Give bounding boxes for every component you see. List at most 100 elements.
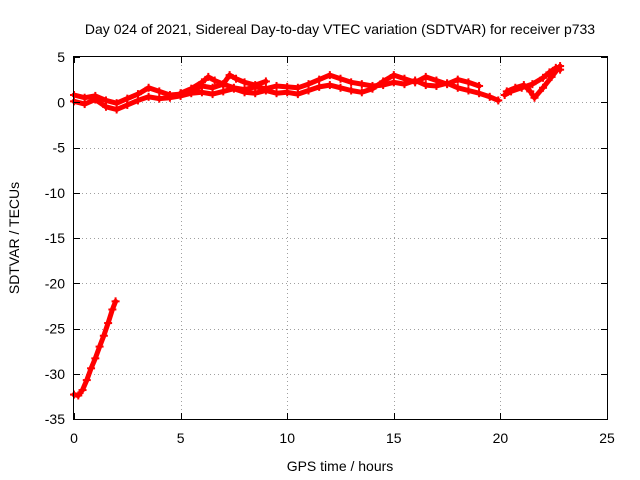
- data-point: [111, 297, 120, 306]
- data-point: [82, 376, 91, 385]
- data-point: [357, 80, 366, 89]
- data-point: [91, 354, 100, 363]
- chart-title: Day 024 of 2021, Sidereal Day-to-day VTE…: [85, 21, 595, 37]
- data-point: [225, 71, 234, 80]
- tick-layer: 0 5 10 15 20 25 5 0 -5 -10 -15 -20 -25 -30 -35: [45, 49, 615, 446]
- data-point: [283, 88, 292, 97]
- data-point: [272, 81, 281, 90]
- data-point: [293, 90, 302, 99]
- data-point: [108, 305, 117, 314]
- data-point: [485, 92, 494, 101]
- data-point: [176, 89, 185, 98]
- y-tick-label: -15: [45, 230, 65, 246]
- plot-frame: [73, 56, 608, 420]
- data-point: [453, 75, 462, 84]
- data-point: [155, 87, 164, 96]
- data-point: [502, 87, 511, 96]
- x-tick-label: 25: [599, 430, 615, 446]
- y-tick-label: -25: [45, 321, 65, 337]
- series-line-1: [71, 298, 119, 398]
- data-point: [204, 72, 213, 81]
- data-point: [453, 83, 462, 92]
- data-point: [464, 86, 473, 95]
- data-point: [325, 81, 334, 90]
- data-point: [251, 89, 260, 98]
- y-tick-label: -20: [45, 275, 65, 291]
- series-layer: [70, 62, 565, 400]
- data-point: [556, 62, 565, 71]
- x-tick-label: 20: [493, 430, 509, 446]
- data-point: [432, 76, 441, 85]
- data-point: [389, 71, 398, 80]
- data-point: [528, 80, 537, 89]
- data-point: [240, 78, 249, 87]
- data-point: [347, 86, 356, 95]
- y-tick-label: -5: [53, 140, 66, 156]
- data-point: [389, 78, 398, 87]
- data-point: [104, 319, 113, 328]
- x-tick-label: 0: [70, 430, 78, 446]
- data-point: [526, 87, 535, 96]
- y-tick-label: 5: [57, 49, 65, 65]
- data-point: [494, 96, 503, 105]
- data-point: [123, 100, 132, 109]
- data-point: [95, 342, 104, 351]
- data-point: [133, 96, 142, 105]
- data-point: [99, 331, 108, 340]
- data-point: [547, 72, 556, 81]
- data-point: [87, 364, 96, 373]
- y-tick-label: -35: [45, 411, 65, 427]
- x-tick-label: 15: [386, 430, 402, 446]
- data-point: [144, 92, 153, 101]
- data-point: [261, 86, 270, 95]
- data-point: [315, 75, 324, 84]
- data-point: [336, 74, 345, 83]
- data-point: [261, 77, 270, 86]
- data-point: [78, 386, 87, 395]
- data-point: [400, 74, 409, 83]
- data-point: [421, 72, 430, 81]
- data-point: [229, 84, 238, 93]
- data-point: [208, 90, 217, 99]
- data-point: [325, 71, 334, 80]
- x-axis-label: GPS time / hours: [287, 458, 394, 474]
- data-point: [80, 100, 89, 109]
- data-point: [210, 76, 219, 85]
- data-point: [101, 102, 110, 111]
- data-point: [347, 78, 356, 87]
- data-point: [144, 83, 153, 92]
- data-point: [475, 89, 484, 98]
- data-point: [379, 77, 388, 86]
- x-tick-label: 5: [177, 430, 185, 446]
- data-point: [74, 391, 83, 400]
- grid-layer: [74, 57, 607, 419]
- data-point: [421, 81, 430, 90]
- data-point: [519, 81, 528, 90]
- data-point: [304, 86, 313, 95]
- data-point: [112, 105, 121, 114]
- data-point: [155, 94, 164, 103]
- y-tick-label: -10: [45, 185, 65, 201]
- y-tick-label: 0: [57, 94, 65, 110]
- data-point: [219, 87, 228, 96]
- data-point: [197, 78, 206, 87]
- data-point: [336, 83, 345, 92]
- data-point: [475, 81, 484, 90]
- data-point: [411, 78, 420, 87]
- data-point: [539, 73, 548, 82]
- y-axis-label: SDTVAR / TECUs: [6, 182, 22, 294]
- data-point: [539, 83, 548, 92]
- data-point: [272, 89, 281, 98]
- data-point: [368, 84, 377, 93]
- data-point: [240, 88, 249, 97]
- data-point: [165, 93, 174, 102]
- data-point: [464, 78, 473, 87]
- data-point: [91, 95, 100, 104]
- y-tick-label: -30: [45, 366, 65, 382]
- data-point: [443, 80, 452, 89]
- x-tick-label: 10: [279, 430, 295, 446]
- data-point: [511, 83, 520, 92]
- data-point: [530, 93, 539, 102]
- data-point: [219, 80, 228, 89]
